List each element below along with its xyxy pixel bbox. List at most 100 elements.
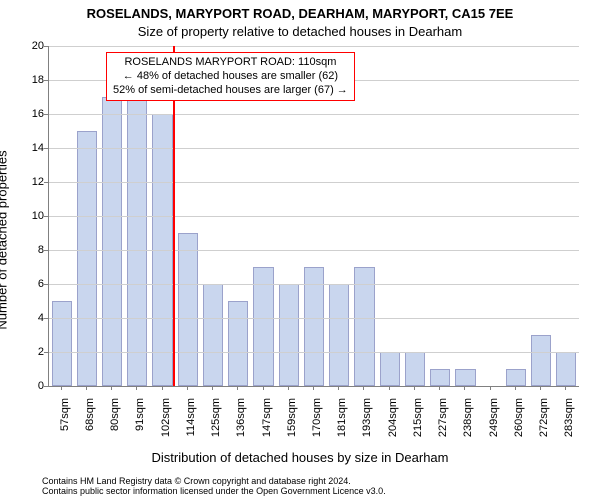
y-tick-label: 2 bbox=[26, 346, 44, 358]
y-tick-mark bbox=[44, 284, 48, 285]
y-tick-mark bbox=[44, 80, 48, 81]
x-tick-mark bbox=[61, 386, 62, 390]
x-tick-label: 249sqm bbox=[488, 398, 500, 437]
x-tick-label: 159sqm bbox=[286, 398, 298, 437]
y-tick-label: 12 bbox=[26, 176, 44, 188]
x-tick-mark bbox=[237, 386, 238, 390]
figure-title-line2: Size of property relative to detached ho… bbox=[0, 24, 600, 39]
chart-bar bbox=[228, 301, 248, 386]
footnote-line1: Contains HM Land Registry data © Crown c… bbox=[42, 476, 351, 486]
gridline-h bbox=[49, 46, 579, 47]
gridline-h bbox=[49, 148, 579, 149]
gridline-h bbox=[49, 318, 579, 319]
x-tick-label: 125sqm bbox=[210, 398, 222, 437]
x-tick-label: 102sqm bbox=[160, 398, 172, 437]
x-tick-mark bbox=[565, 386, 566, 390]
chart-bar bbox=[279, 284, 299, 386]
chart-bar bbox=[506, 369, 526, 386]
y-tick-label: 8 bbox=[26, 244, 44, 256]
chart-bar bbox=[178, 233, 198, 386]
x-tick-mark bbox=[86, 386, 87, 390]
y-tick-label: 14 bbox=[26, 142, 44, 154]
x-tick-mark bbox=[515, 386, 516, 390]
y-tick-mark bbox=[44, 250, 48, 251]
x-tick-label: 227sqm bbox=[437, 398, 449, 437]
x-tick-mark bbox=[338, 386, 339, 390]
x-tick-mark bbox=[212, 386, 213, 390]
gridline-h bbox=[49, 114, 579, 115]
chart-bar bbox=[127, 97, 147, 386]
x-tick-label: 238sqm bbox=[462, 398, 474, 437]
figure-title-line1: ROSELANDS, MARYPORT ROAD, DEARHAM, MARYP… bbox=[0, 6, 600, 21]
chart-bar bbox=[102, 97, 122, 386]
x-tick-mark bbox=[363, 386, 364, 390]
x-tick-label: 68sqm bbox=[84, 398, 96, 431]
y-tick-mark bbox=[44, 386, 48, 387]
y-tick-mark bbox=[44, 114, 48, 115]
x-tick-mark bbox=[136, 386, 137, 390]
x-tick-mark bbox=[187, 386, 188, 390]
y-tick-mark bbox=[44, 182, 48, 183]
y-tick-label: 6 bbox=[26, 278, 44, 290]
x-tick-label: 283sqm bbox=[563, 398, 575, 437]
x-tick-label: 272sqm bbox=[538, 398, 550, 437]
x-tick-label: 91sqm bbox=[134, 398, 146, 431]
x-tick-label: 147sqm bbox=[261, 398, 273, 437]
x-tick-label: 114sqm bbox=[185, 398, 197, 436]
y-tick-label: 20 bbox=[26, 40, 44, 52]
x-tick-mark bbox=[263, 386, 264, 390]
x-tick-mark bbox=[111, 386, 112, 390]
x-tick-mark bbox=[414, 386, 415, 390]
x-tick-mark bbox=[389, 386, 390, 390]
gridline-h bbox=[49, 352, 579, 353]
x-tick-label: 170sqm bbox=[311, 398, 323, 437]
x-tick-mark bbox=[439, 386, 440, 390]
y-tick-mark bbox=[44, 352, 48, 353]
x-tick-label: 260sqm bbox=[513, 398, 525, 437]
x-tick-mark bbox=[540, 386, 541, 390]
x-tick-mark bbox=[288, 386, 289, 390]
y-axis-label: Number of detached properties bbox=[0, 61, 10, 240]
x-tick-label: 215sqm bbox=[412, 398, 424, 437]
y-tick-mark bbox=[44, 148, 48, 149]
x-tick-mark bbox=[464, 386, 465, 390]
gridline-h bbox=[49, 216, 579, 217]
x-tick-label: 80sqm bbox=[109, 398, 121, 431]
y-tick-label: 4 bbox=[26, 312, 44, 324]
annotation-box: ROSELANDS MARYPORT ROAD: 110sqm← 48% of … bbox=[106, 52, 355, 101]
x-tick-mark bbox=[162, 386, 163, 390]
x-tick-label: 57sqm bbox=[59, 398, 71, 431]
y-tick-label: 10 bbox=[26, 210, 44, 222]
y-tick-mark bbox=[44, 46, 48, 47]
chart-bar bbox=[556, 352, 576, 386]
footnote-line2: Contains public sector information licen… bbox=[42, 486, 386, 496]
chart-bar bbox=[77, 131, 97, 386]
x-tick-mark bbox=[313, 386, 314, 390]
x-tick-label: 136sqm bbox=[235, 398, 247, 437]
annotation-line: ROSELANDS MARYPORT ROAD: 110sqm bbox=[113, 56, 348, 70]
x-tick-label: 204sqm bbox=[387, 398, 399, 437]
gridline-h bbox=[49, 182, 579, 183]
gridline-h bbox=[49, 284, 579, 285]
chart-bar bbox=[455, 369, 475, 386]
chart-bar bbox=[52, 301, 72, 386]
chart-bar bbox=[405, 352, 425, 386]
figure-container: ROSELANDS, MARYPORT ROAD, DEARHAM, MARYP… bbox=[0, 0, 600, 500]
annotation-line: 52% of semi-detached houses are larger (… bbox=[113, 84, 348, 98]
y-tick-mark bbox=[44, 216, 48, 217]
y-tick-label: 18 bbox=[26, 74, 44, 86]
chart-bar bbox=[531, 335, 551, 386]
y-tick-label: 16 bbox=[26, 108, 44, 120]
chart-bar bbox=[380, 352, 400, 386]
chart-bar bbox=[430, 369, 450, 386]
chart-bar bbox=[329, 284, 349, 386]
footnote: Contains HM Land Registry data © Crown c… bbox=[42, 476, 594, 497]
y-tick-mark bbox=[44, 318, 48, 319]
x-tick-label: 181sqm bbox=[336, 398, 348, 437]
x-tick-mark bbox=[490, 386, 491, 390]
annotation-line: ← 48% of detached houses are smaller (62… bbox=[113, 70, 348, 84]
x-axis-label: Distribution of detached houses by size … bbox=[0, 450, 600, 465]
x-tick-label: 193sqm bbox=[361, 398, 373, 437]
gridline-h bbox=[49, 250, 579, 251]
y-tick-label: 0 bbox=[26, 380, 44, 392]
